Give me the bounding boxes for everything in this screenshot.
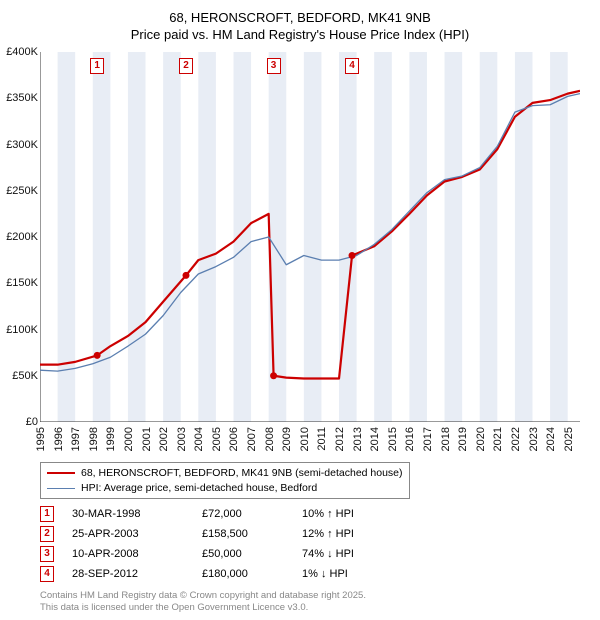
x-axis-label: 2017 [422,427,434,451]
x-axis-label: 2023 [528,427,540,451]
y-axis-label: £250K [0,185,38,197]
y-axis-label: £200K [0,231,38,243]
y-axis-label: £50K [0,370,38,382]
sales-diff: 74% ↓ HPI [302,548,422,560]
sales-row: 4 28-SEP-2012£180,0001% ↓ HPI [40,564,422,584]
x-axis-label: 2014 [369,427,381,451]
x-axis-label: 2016 [404,427,416,451]
x-axis-label: 2019 [457,427,469,451]
y-axis-label: £100K [0,324,38,336]
chart-svg [40,52,580,422]
y-axis-label: £0 [0,416,38,428]
credits-line-1: Contains HM Land Registry data © Crown c… [40,590,366,602]
x-axis-label: 2005 [211,427,223,451]
sale-marker-box: 3 [267,58,281,74]
x-axis-label: 2003 [176,427,188,451]
x-axis-label: 2008 [264,427,276,451]
sales-marker-icon: 4 [40,566,54,582]
sales-price: £72,000 [202,508,302,520]
x-axis-label: 2025 [563,427,575,451]
x-axis-label: 1999 [105,427,117,451]
x-axis-label: 2022 [510,427,522,451]
sale-marker-box: 1 [90,58,104,74]
sales-row: 1 30-MAR-1998£72,00010% ↑ HPI [40,504,422,524]
legend-row-2: HPI: Average price, semi-detached house,… [47,481,403,496]
legend-row-1: 68, HERONSCROFT, BEDFORD, MK41 9NB (semi… [47,466,403,481]
sales-price: £158,500 [202,528,302,540]
x-axis-label: 2006 [228,427,240,451]
sales-table: 1 30-MAR-1998£72,00010% ↑ HPI 2 25-APR-2003… [40,504,422,584]
x-axis-label: 2010 [299,427,311,451]
x-axis-label: 2020 [475,427,487,451]
sales-row: 2 25-APR-2003£158,50012% ↑ HPI [40,524,422,544]
credits: Contains HM Land Registry data © Crown c… [40,590,366,614]
y-axis-label: £150K [0,277,38,289]
chart-legend: 68, HERONSCROFT, BEDFORD, MK41 9NB (semi… [40,462,410,499]
y-axis-label: £300K [0,139,38,151]
x-axis-label: 2018 [440,427,452,451]
x-axis-label: 2013 [352,427,364,451]
x-axis-label: 1995 [35,427,47,451]
legend-label-2: HPI: Average price, semi-detached house,… [81,481,317,496]
x-axis-label: 1998 [88,427,100,451]
x-axis-label: 1996 [53,427,65,451]
credits-line-2: This data is licensed under the Open Gov… [40,602,366,614]
sales-date: 30-MAR-1998 [72,508,202,520]
x-axis-label: 2021 [492,427,504,451]
title-address: 68, HERONSCROFT, BEDFORD, MK41 9NB [0,10,600,27]
sales-marker-icon: 1 [40,506,54,522]
x-axis-label: 2011 [316,427,328,451]
y-axis-label: £350K [0,92,38,104]
x-axis-label: 2012 [334,427,346,451]
legend-swatch-1 [47,472,75,474]
sales-price: £180,000 [202,568,302,580]
x-axis-label: 2009 [281,427,293,451]
price-chart: £0£50K£100K£150K£200K£250K£300K£350K£400… [40,52,580,422]
y-axis-label: £400K [0,46,38,58]
x-axis-label: 2001 [141,427,153,451]
sales-marker-icon: 3 [40,546,54,562]
sales-row: 3 10-APR-2008£50,00074% ↓ HPI [40,544,422,564]
sales-date: 28-SEP-2012 [72,568,202,580]
sales-date: 10-APR-2008 [72,548,202,560]
sales-diff: 12% ↑ HPI [302,528,422,540]
x-axis-label: 2002 [158,427,170,451]
x-axis-label: 2004 [193,427,205,451]
legend-swatch-2 [47,488,75,489]
sale-marker-box: 2 [179,58,193,74]
sale-marker-box: 4 [345,58,359,74]
sales-price: £50,000 [202,548,302,560]
sales-diff: 1% ↓ HPI [302,568,422,580]
sales-diff: 10% ↑ HPI [302,508,422,520]
x-axis-label: 2024 [545,427,557,451]
legend-label-1: 68, HERONSCROFT, BEDFORD, MK41 9NB (semi… [81,466,403,481]
x-axis-label: 2007 [246,427,258,451]
title-subtitle: Price paid vs. HM Land Registry's House … [0,27,600,44]
x-axis-label: 2000 [123,427,135,451]
x-axis-label: 1997 [70,427,82,451]
sales-date: 25-APR-2003 [72,528,202,540]
sales-marker-icon: 2 [40,526,54,542]
x-axis-label: 2015 [387,427,399,451]
